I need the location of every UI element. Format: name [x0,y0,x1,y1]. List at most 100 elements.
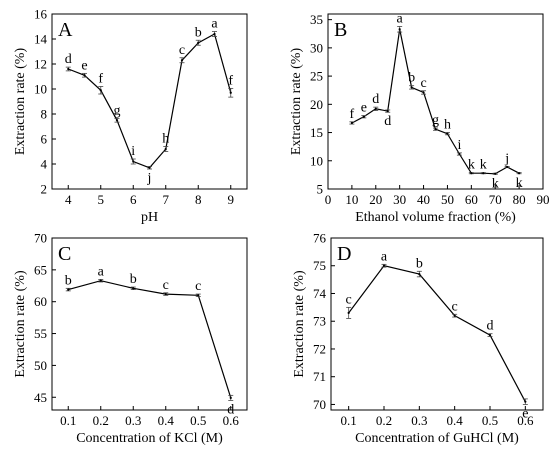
data-point [229,91,232,94]
series-line [68,33,232,169]
significance-letter: k [516,176,523,191]
significance-letter: b [416,256,423,271]
panel-label: A [58,19,73,41]
x-tick-label: 0.6 [517,413,534,428]
x-tick-label: 4 [65,192,72,207]
data-point [494,172,497,175]
series-line [68,280,232,399]
panel-D: 0.1 0.2 0.3 0.4 0.5 0.6 70 71 72 73 74 75 76 Concentr… [292,231,544,446]
data-point [434,128,437,131]
significance-letter: g [114,103,121,118]
data-point [482,172,485,175]
data-point [67,67,70,71]
x-tick-label: 40 [417,192,430,207]
data-point [446,132,449,135]
data-point [197,41,200,44]
data-point [83,74,86,77]
x-tick-label: 10 [345,192,358,207]
data-point [67,288,70,291]
significance-letter: b [65,273,72,288]
significance-letter: k [468,158,475,173]
significance-letter: f [350,107,355,122]
significance-letter: h [444,118,451,133]
significance-letter: b [408,71,415,86]
significance-letter: f [98,72,103,87]
significance-letter: a [98,264,105,279]
significance-letter: k [492,176,499,191]
significance-letter: a [381,249,388,264]
y-tick-label: 6 [41,132,48,147]
x-tick-label: 0.2 [376,413,392,428]
data-point [524,400,527,403]
significance-letter: c [163,278,169,293]
significance-letter: c [420,76,426,91]
plot-frame [327,13,544,190]
y-tick-label: 10 [34,82,47,97]
data-point [506,165,509,169]
x-tick-label: 0.4 [447,413,464,428]
panel-A: 4 5 6 7 8 9 2 4 6 8 10 12 14 16 pH Extraction rate (%) A… [13,7,248,225]
significance-letter: e [522,406,528,421]
x-tick-label: 0.1 [341,413,357,428]
data-point [386,109,389,113]
x-tick-label: 0.5 [482,413,498,428]
data-point [99,89,102,92]
y-tick-label: 30 [310,40,323,55]
data-point [164,147,167,151]
significance-letter: d [384,114,391,129]
significance-letter: b [130,272,137,287]
panel-B: 0 10 20 30 40 50 60 70 80 90 5 10 15 20 25 30 35 Ethanol … [289,11,550,225]
data-point [422,91,425,94]
data-point [213,32,216,36]
y-tick-label: 65 [34,262,47,277]
x-tick-label: 0.3 [411,413,427,428]
significance-letter: j [504,151,509,166]
y-tick-label: 73 [313,314,326,329]
significance-letter: f [228,73,233,88]
significance-letter: i [131,144,135,159]
x-tick-label: 70 [489,192,502,207]
significance-letter: c [179,43,185,58]
significance-letter: c [195,279,201,294]
significance-letter: k [480,158,487,173]
data-point [132,160,135,163]
significance-letter: d [227,402,234,417]
series-line [348,265,526,402]
x-tick-label: 20 [369,192,382,207]
x-tick-label: 8 [195,192,202,207]
x-tick-label: 0.6 [223,413,240,428]
data-point [518,172,521,175]
data-point [398,28,401,31]
x-tick-label: 0.3 [125,413,141,428]
x-axis-label: pH [141,210,158,225]
data-point [410,86,413,89]
significance-letter: a [211,17,218,32]
significance-letter: e [81,58,87,73]
data-point [488,333,492,337]
y-axis-label: Extraction rate (%) [292,270,307,378]
y-tick-label: 20 [310,97,323,112]
x-tick-label: 0.1 [60,413,76,428]
x-tick-label: 50 [441,192,454,207]
significance-letter: b [195,25,202,40]
y-axis-label: Extraction rate (%) [13,48,28,156]
x-tick-label: 90 [537,192,550,207]
data-point [362,115,365,118]
data-point [229,396,232,399]
data-point [382,264,386,267]
y-tick-label: 12 [34,57,47,72]
y-axis-label: Extraction rate (%) [13,270,28,378]
significance-letter: c [346,292,352,307]
x-tick-label: 5 [98,192,105,207]
x-tick-label: 30 [393,192,406,207]
plot-frame [330,237,544,411]
y-tick-label: 16 [34,7,48,22]
plot-frame [51,237,248,411]
data-point [453,314,456,317]
data-point [418,272,421,276]
x-axis-label: Ethanol volume fraction (%) [355,210,516,225]
data-point [470,172,473,175]
y-tick-label: 10 [310,153,323,168]
y-tick-label: 75 [313,258,326,273]
